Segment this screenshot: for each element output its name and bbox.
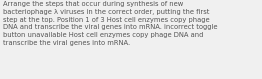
Text: Arrange the steps that occur during synthesis of new
bacteriophage λ viruses in : Arrange the steps that occur during synt… <box>3 1 218 46</box>
